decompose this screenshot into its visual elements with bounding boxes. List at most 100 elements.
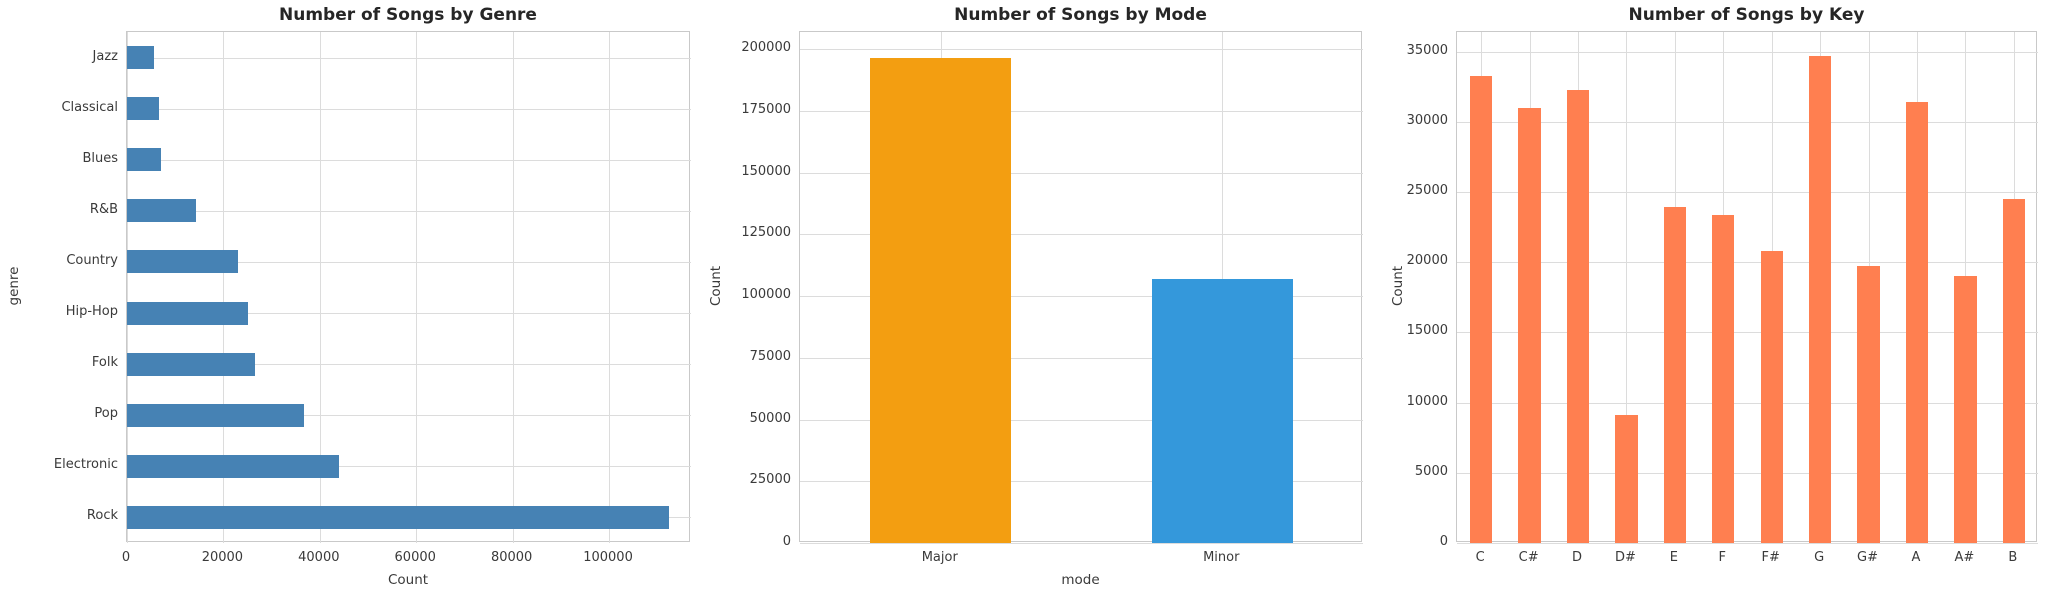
gridline [800,481,1363,483]
bar-Minor [1151,279,1293,543]
value-tick-label: 25000 [1406,183,1448,199]
category-tick-label: Electronic [53,457,118,473]
gridline [416,32,418,543]
bar-Pop [127,403,305,427]
bar-Country [127,250,238,274]
gridline [800,296,1363,298]
value-tick-label: 20000 [201,550,244,565]
gridline [1457,472,2038,474]
gridline [127,108,691,110]
bar-A# [1954,276,1977,543]
bar-Blues [127,148,161,172]
plot-area-genre [126,31,691,543]
category-tick-label: A# [1954,550,1975,565]
gridline [127,415,691,417]
y-axis-label-genre: genre [6,266,22,306]
gridline [1626,32,1628,543]
value-tick-label: 10000 [1406,393,1448,409]
category-tick-label: F [1718,550,1727,565]
gridline [319,32,321,543]
bar-F# [1760,251,1783,543]
category-tick-label: Country [66,252,118,268]
bar-Hip-Hop [127,301,249,325]
value-tick-label: 200000 [741,40,791,56]
gridline [1457,262,2038,264]
value-tick-label: 25000 [749,472,791,488]
category-tick-label: C [1475,550,1485,565]
value-tick-label: 15000 [1406,323,1448,339]
x-axis-label-genre: Count [387,572,429,588]
category-tick-label: Minor [1203,550,1240,565]
value-tick-label: 150000 [741,163,791,179]
category-tick-label: C# [1518,550,1539,565]
plot-area-mode [799,31,1363,544]
gridline [1457,192,2038,194]
gridline [127,210,691,212]
category-tick-label: F# [1761,550,1780,565]
bar-Rock [127,505,670,529]
bar-G# [1857,266,1880,543]
category-tick-label: D# [1615,550,1636,565]
category-tick-label: D [1572,550,1583,565]
bar-E [1663,207,1686,543]
category-tick-label: Folk [91,355,118,371]
x-axis-label-mode: mode [1061,572,1100,588]
bar-D [1566,89,1590,543]
gridline [800,543,1363,544]
bar-C# [1518,107,1541,543]
value-tick-label: 0 [121,550,131,565]
value-tick-label: 5000 [1414,463,1448,479]
gridline [127,364,691,366]
y-axis-label-key: Count [1390,265,1406,307]
gridline [127,57,691,59]
category-tick-label: Hip-Hop [65,304,118,320]
gridline [1457,51,2038,53]
bar-Electronic [127,454,340,478]
bar-R&B [127,199,196,223]
chart-title-key: Number of Songs by Key [1628,5,1865,25]
gridline [800,419,1363,421]
bar-F [1712,214,1735,543]
gridline [127,466,691,468]
value-tick-label: 80000 [490,550,533,565]
bar-Major [870,57,1012,543]
gridline [512,32,514,543]
value-tick-label: 175000 [741,101,791,117]
category-tick-label: Pop [94,406,118,422]
value-tick-label: 0 [782,534,791,549]
plot-area-key [1456,31,2038,544]
gridline [800,234,1363,236]
value-tick-label: 20000 [1406,253,1448,269]
chart-title-mode: Number of Songs by Mode [954,5,1207,25]
gridline [800,110,1363,112]
value-tick-label: 100000 [741,287,791,303]
gridline [800,172,1363,174]
category-tick-label: B [2008,550,2018,565]
bar-C [1470,75,1493,543]
value-tick-label: 40000 [298,550,340,565]
gridline [1457,543,2038,544]
category-tick-label: Rock [86,508,118,524]
bar-B [2002,199,2025,543]
gridline [127,261,691,263]
bar-A [1905,102,1929,543]
chart-title-genre: Number of Songs by Genre [279,5,537,25]
category-tick-label: E [1669,550,1678,565]
value-tick-label: 0 [1439,534,1448,549]
gridline [800,49,1363,51]
bar-D# [1615,415,1638,543]
gridline [609,32,611,543]
value-tick-label: 125000 [741,225,791,241]
category-tick-label: G [1814,550,1825,565]
category-tick-label: G# [1857,550,1879,565]
value-tick-label: 75000 [749,348,791,364]
bar-G [1808,55,1832,543]
value-tick-label: 100000 [583,550,633,565]
bar-Classical [127,97,159,121]
gridline [1457,332,2038,334]
value-tick-label: 35000 [1406,42,1448,58]
gridline [1457,402,2038,404]
category-tick-label: Jazz [92,48,118,64]
gridline [127,32,128,543]
gridline [800,357,1363,359]
